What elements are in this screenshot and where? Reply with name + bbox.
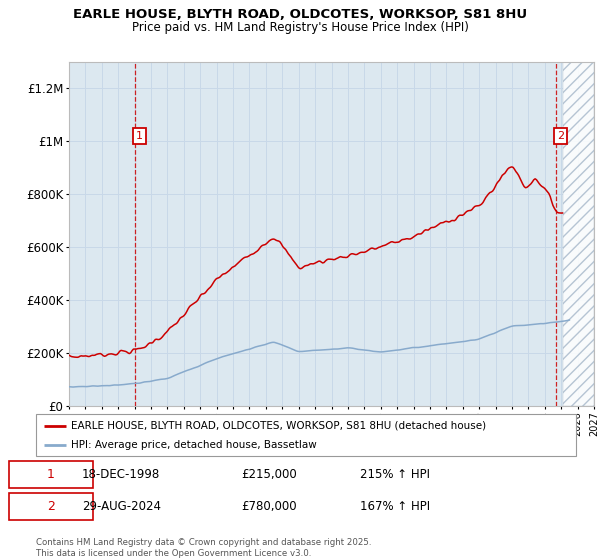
Text: Contains HM Land Registry data © Crown copyright and database right 2025.
This d: Contains HM Land Registry data © Crown c… bbox=[36, 538, 371, 558]
Text: EARLE HOUSE, BLYTH ROAD, OLDCOTES, WORKSOP, S81 8HU (detached house): EARLE HOUSE, BLYTH ROAD, OLDCOTES, WORKS… bbox=[71, 421, 486, 431]
FancyBboxPatch shape bbox=[9, 461, 92, 488]
Text: 2: 2 bbox=[557, 131, 564, 141]
Text: 1: 1 bbox=[136, 131, 143, 141]
Text: Price paid vs. HM Land Registry's House Price Index (HPI): Price paid vs. HM Land Registry's House … bbox=[131, 21, 469, 34]
Text: 1: 1 bbox=[47, 468, 55, 481]
Text: £215,000: £215,000 bbox=[241, 468, 297, 481]
Text: £780,000: £780,000 bbox=[241, 500, 297, 513]
Text: 29-AUG-2024: 29-AUG-2024 bbox=[82, 500, 161, 513]
Text: 167% ↑ HPI: 167% ↑ HPI bbox=[360, 500, 430, 513]
Text: EARLE HOUSE, BLYTH ROAD, OLDCOTES, WORKSOP, S81 8HU: EARLE HOUSE, BLYTH ROAD, OLDCOTES, WORKS… bbox=[73, 8, 527, 21]
Text: 215% ↑ HPI: 215% ↑ HPI bbox=[360, 468, 430, 481]
Text: 2: 2 bbox=[47, 500, 55, 513]
FancyBboxPatch shape bbox=[9, 493, 92, 520]
Text: 18-DEC-1998: 18-DEC-1998 bbox=[82, 468, 160, 481]
Text: HPI: Average price, detached house, Bassetlaw: HPI: Average price, detached house, Bass… bbox=[71, 440, 317, 450]
